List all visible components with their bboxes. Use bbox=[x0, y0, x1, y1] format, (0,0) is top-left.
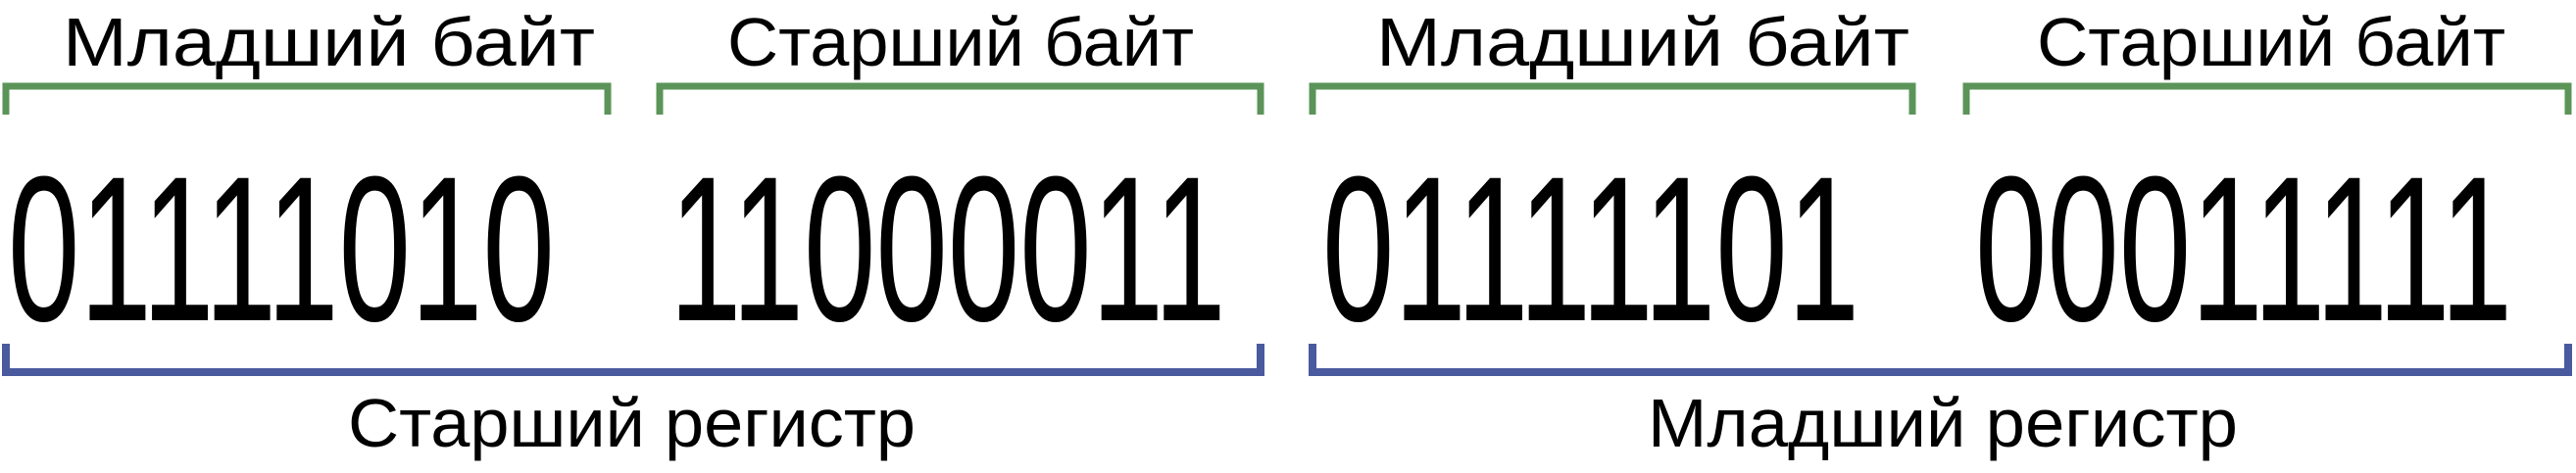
register-bracket-1 bbox=[2, 344, 1264, 376]
byte-label-1: Младший байт bbox=[63, 4, 595, 80]
byte-bracket-1 bbox=[2, 82, 612, 115]
byte-label-3: Младший байт bbox=[1376, 4, 1909, 80]
byte-bits-1: 01111010 bbox=[8, 135, 555, 365]
byte-bracket-3 bbox=[1309, 82, 1916, 115]
byte-bits-3: 01111101 bbox=[1322, 135, 1859, 365]
byte-bracket-4 bbox=[1962, 82, 2572, 115]
register-bracket-2 bbox=[1309, 344, 2572, 376]
register-label-1: Старший регистр bbox=[348, 385, 916, 461]
byte-bits-2: 11000011 bbox=[669, 135, 1226, 365]
byte-bracket-2 bbox=[656, 82, 1264, 115]
register-label-2: Младший регистр bbox=[1648, 385, 2238, 461]
byte-label-4: Старший байт bbox=[2037, 4, 2505, 80]
byte-bits-4: 00011111 bbox=[1975, 135, 2512, 365]
byte-label-2: Старший байт bbox=[727, 4, 1194, 80]
